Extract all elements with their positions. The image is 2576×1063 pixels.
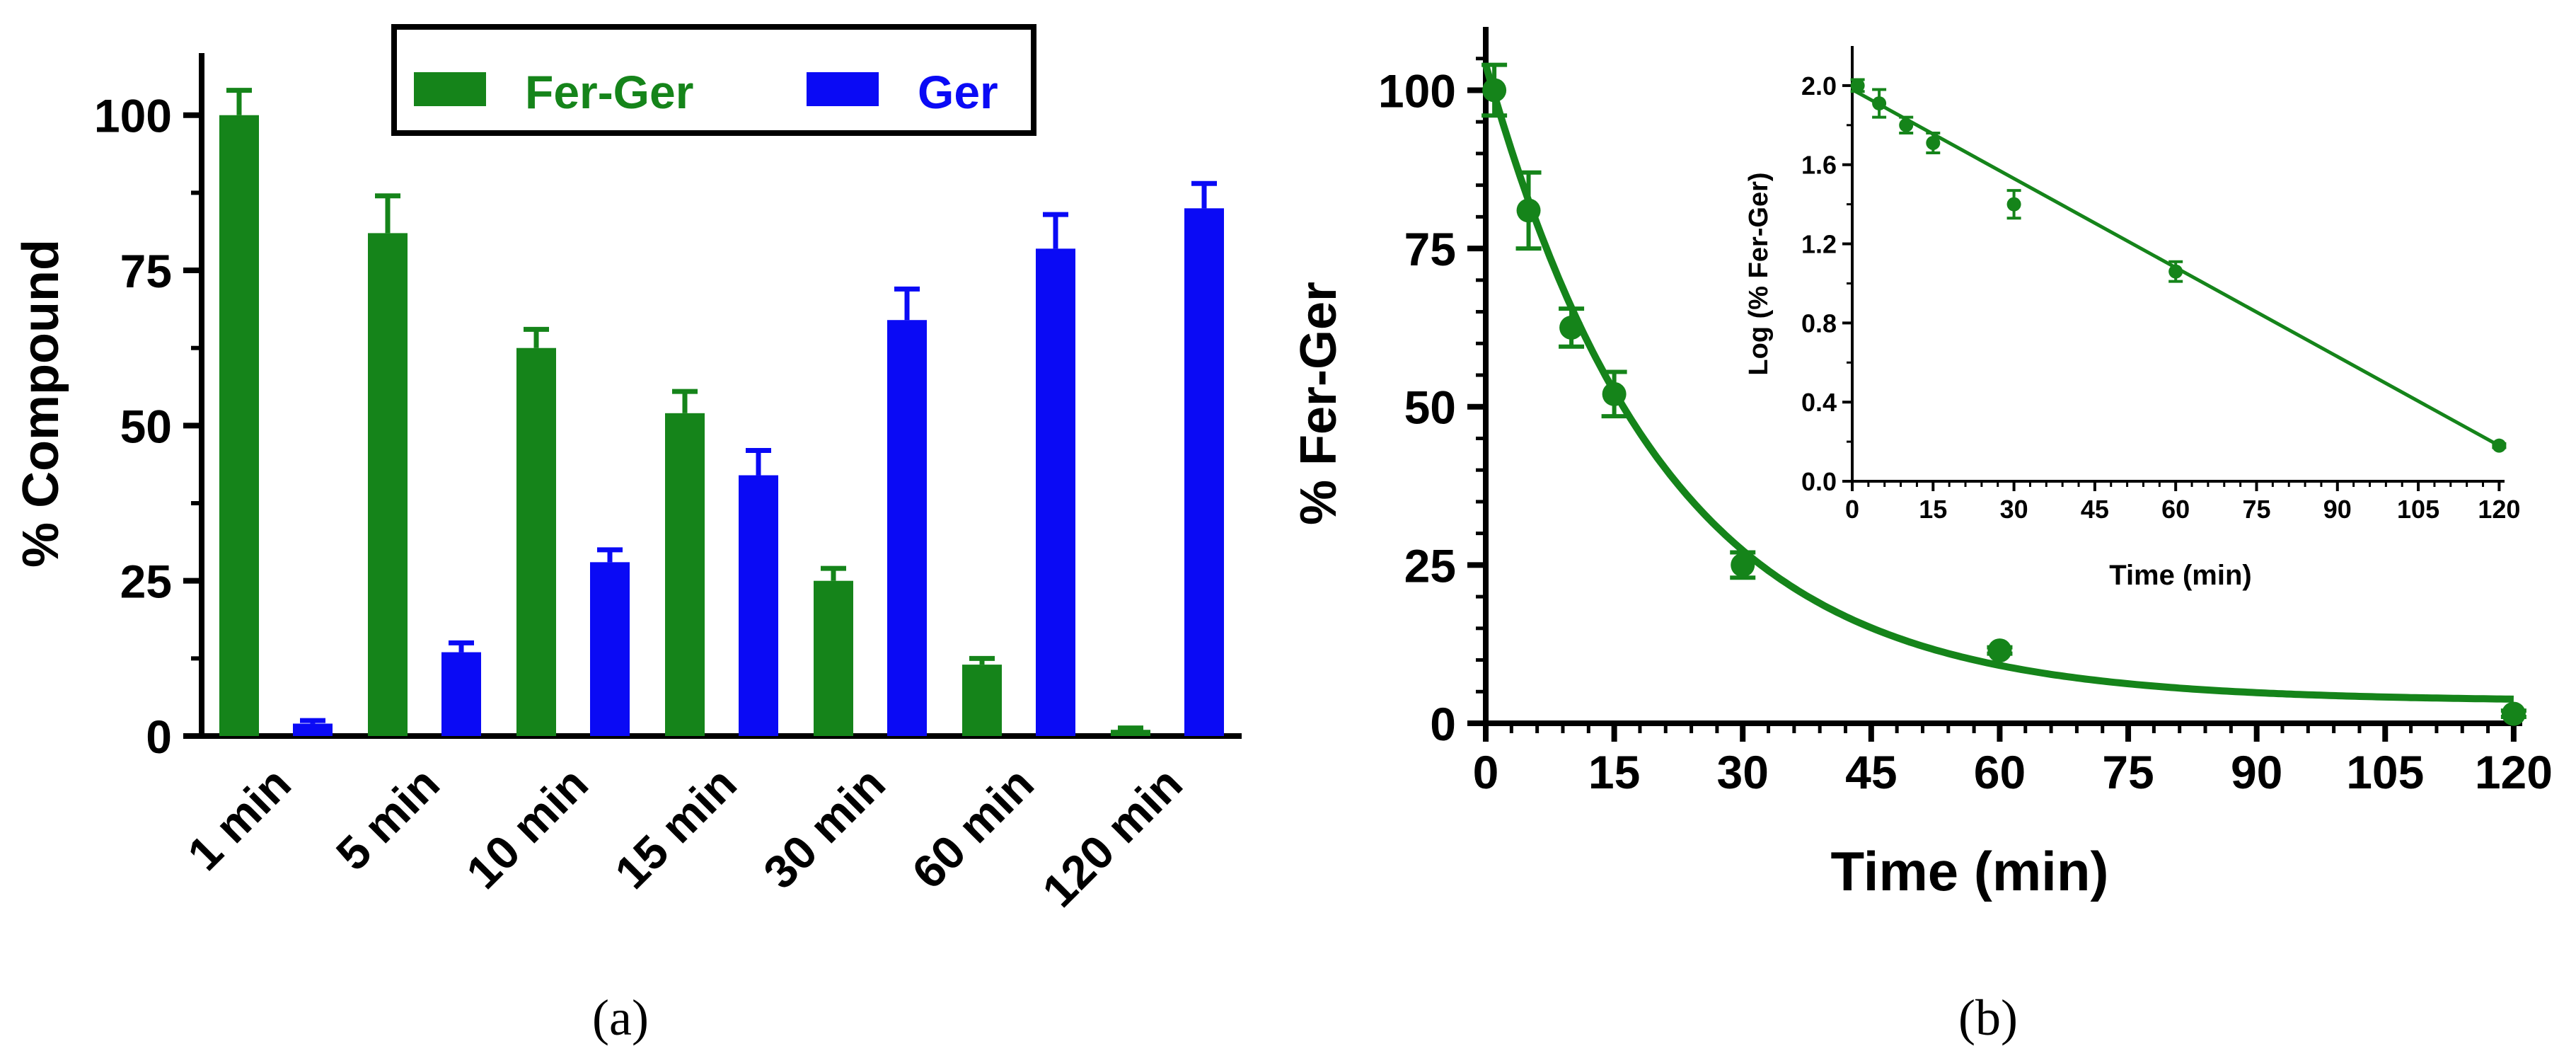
decay-fit-curve [1482, 64, 2514, 703]
inset-data-point [2006, 197, 2021, 212]
x-tick-label: 30 [1717, 746, 1769, 798]
x-tick-label: 120 min [1032, 757, 1192, 917]
inset-y-tick-label: 0.8 [1801, 309, 1837, 338]
x-tick-label: 10 min [456, 757, 598, 899]
inset-data-point [1850, 78, 1865, 93]
data-point [1987, 638, 2012, 663]
inset-data-point [2492, 438, 2507, 453]
panel-label-b: (b) [1958, 989, 2018, 1046]
y-tick-label: 50 [120, 400, 172, 452]
x-tick-label: 45 [1845, 746, 1897, 798]
x-tick-label: 5 min [326, 757, 449, 880]
x-tick-label: 0 [1473, 746, 1499, 798]
x-tick-label: 15 [1588, 746, 1640, 798]
decay-chart-axes [1467, 27, 2522, 742]
inset-data-point [1899, 117, 1914, 132]
legend-swatch-ger [807, 72, 879, 106]
data-point [2501, 701, 2526, 726]
bar-ger [887, 320, 927, 736]
x-tick-label: 105 [2346, 746, 2424, 798]
inset-x-tick-label: 30 [2000, 495, 2028, 524]
bar-chart-bars [219, 88, 1224, 737]
log-inset-tick-labels: 0.0 0.4 0.8 1.2 1.6 2.0 0 15 30 45 60 75 90 105 120 [1801, 71, 2520, 524]
x-tick-label: 90 [2231, 746, 2282, 798]
inset-x-tick-label: 45 [2081, 495, 2109, 524]
bar-chart-y-axis-title: % Compound [13, 239, 69, 568]
bar-ger [441, 652, 481, 736]
bar-fer-ger [962, 665, 1002, 736]
inset-data-point [1926, 135, 1941, 150]
inset-x-tick-label: 105 [2397, 495, 2439, 524]
x-tick-label: 75 [2102, 746, 2154, 798]
inset-y-tick-label: 1.6 [1801, 151, 1837, 180]
x-tick-label: 1 min [178, 757, 301, 880]
bar-ger [1036, 248, 1075, 736]
decay-chart-tick-labels: 0 25 50 75 100 0 15 30 45 60 75 90 105 120 [1378, 64, 2553, 798]
decay-data-points [1482, 62, 2526, 726]
log-inset-y-axis-title: Log (% Fer-Ger) [1744, 172, 1774, 375]
bar-fer-ger [368, 233, 408, 737]
inset-y-tick-label: 0.0 [1801, 467, 1837, 496]
bar-fer-ger [1111, 730, 1150, 736]
y-tick-label: 0 [146, 711, 172, 763]
data-point [1602, 381, 1627, 406]
legend-label-ger: Ger [918, 66, 998, 118]
y-tick-label: 100 [1378, 64, 1456, 117]
panel-label-a: (a) [592, 989, 649, 1046]
inset-data-point [1872, 96, 1887, 111]
log-data-points [1850, 78, 2507, 453]
bar-chart-axes [183, 53, 1242, 739]
x-tick-label: 60 [1974, 746, 2026, 798]
data-point [1559, 315, 1584, 340]
inset-y-tick-label: 2.0 [1801, 71, 1837, 100]
data-point [1516, 198, 1541, 223]
bar-ger [293, 723, 333, 736]
y-tick-label: 50 [1404, 381, 1456, 434]
inset-x-tick-label: 75 [2242, 495, 2270, 524]
bar-ger [590, 562, 630, 736]
bar-ger [1184, 208, 1224, 736]
inset-x-tick-label: 60 [2161, 495, 2190, 524]
inset-y-tick-label: 1.2 [1801, 230, 1837, 259]
bar-chart-legend: Fer-Ger Ger [391, 24, 1036, 136]
y-tick-label: 100 [94, 90, 172, 142]
inset-x-tick-label: 15 [1919, 495, 1947, 524]
decay-chart-y-axis-title: % Fer-Ger [1290, 282, 1347, 525]
y-tick-label: 75 [120, 245, 172, 297]
inset-x-tick-label: 90 [2323, 495, 2352, 524]
log-inset-x-axis-title: Time (min) [2109, 560, 2252, 591]
legend-label-fer-ger: Fer-Ger [525, 66, 693, 118]
y-tick-label: 25 [120, 556, 172, 608]
bar-fer-ger [665, 413, 705, 736]
bar-fer-ger [516, 347, 556, 736]
y-tick-label: 75 [1404, 223, 1456, 275]
y-tick-label: 0 [1430, 698, 1456, 750]
inset-y-tick-label: 0.4 [1801, 388, 1837, 417]
data-point [1482, 78, 1507, 103]
log-inset-axes [1842, 46, 2505, 491]
bar-fer-ger [219, 115, 259, 736]
legend-swatch-fer-ger [414, 72, 486, 106]
y-tick-label: 25 [1404, 539, 1456, 592]
inset-x-tick-label: 0 [1845, 495, 1859, 524]
log-inset-chart: 0.0 0.4 0.8 1.2 1.6 2.0 0 15 30 45 60 75 90 105 120 Lo… [1744, 46, 2520, 591]
inset-data-point [2168, 264, 2183, 279]
x-tick-label: 120 [2475, 746, 2553, 798]
x-tick-label: 30 min [753, 757, 895, 899]
bar-chart-panel-a: 0 25 50 75 100 1 min 5 min 10 min 15 min 30 min 60… [13, 24, 1242, 1046]
x-tick-label: 15 min [605, 757, 746, 899]
decay-chart-x-axis-title: Time (min) [1831, 840, 2109, 902]
legend-box [391, 24, 1036, 136]
inset-x-tick-label: 120 [2478, 495, 2520, 524]
bar-fer-ger [814, 580, 853, 736]
bar-ger [739, 475, 778, 736]
data-point [1731, 553, 1755, 578]
x-tick-label: 60 min [902, 757, 1044, 899]
